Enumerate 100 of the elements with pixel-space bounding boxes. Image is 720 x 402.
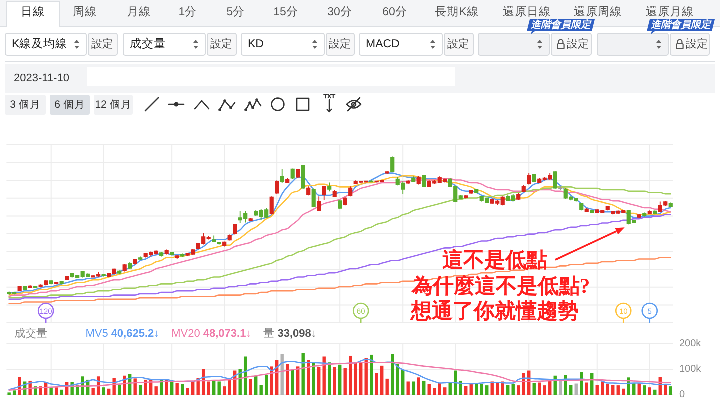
candlestick: [590, 210, 594, 214]
candlestick: [642, 212, 647, 218]
text: 還原月線: [646, 6, 694, 18]
candlestick: [348, 186, 353, 198]
text: 進階會員限定: [650, 19, 712, 31]
candlestick: [275, 180, 280, 194]
bar: [154, 386, 158, 395]
bar: [338, 364, 342, 395]
bar: [207, 382, 210, 395]
candlestick: [301, 164, 306, 190]
candlestick: [385, 170, 390, 174]
candlestick: [270, 196, 274, 216]
candlestick: [180, 253, 185, 258]
bar: [102, 388, 106, 395]
bar: [543, 386, 546, 395]
text: MACD: [366, 38, 400, 50]
candlestick: [422, 174, 426, 188]
text: 33,098↓: [278, 328, 317, 340]
bar: [318, 367, 321, 395]
candlestick: [296, 168, 300, 178]
candlestick: [118, 270, 122, 274]
bar: [60, 390, 64, 395]
bar: [176, 383, 179, 395]
bar: [486, 386, 489, 395]
candlestick: [160, 252, 164, 258]
candlestick: [217, 242, 222, 246]
bar: [380, 366, 384, 395]
bar: [538, 382, 542, 395]
candlestick: [306, 186, 311, 196]
candlestick: [328, 182, 332, 192]
bar: [506, 385, 510, 395]
text: 3 個月: [10, 99, 41, 111]
bar: [270, 366, 274, 395]
candlestick: [416, 176, 421, 186]
bar: [302, 353, 305, 395]
bar: [222, 386, 226, 395]
text: 設定: [686, 38, 708, 50]
candlestick: [170, 252, 174, 256]
bar: [360, 362, 363, 395]
bar: [144, 380, 148, 395]
bar: [180, 384, 184, 395]
candlestick: [164, 249, 169, 256]
text: 60分: [382, 6, 408, 18]
y-tick-label: 0: [680, 390, 686, 400]
text: 設定: [448, 38, 470, 50]
bar: [264, 375, 268, 395]
bar: [138, 385, 142, 395]
bar: [548, 380, 552, 395]
candlestick: [60, 280, 64, 286]
candlestick: [128, 262, 132, 270]
candlestick: [23, 286, 28, 291]
candlestick: [18, 286, 22, 292]
bar: [218, 382, 221, 395]
candlestick: [248, 218, 253, 222]
candlestick: [558, 186, 563, 190]
bar: [512, 384, 515, 395]
text: 想通了你就懂趨勢: [410, 299, 579, 323]
candlestick: [122, 264, 127, 272]
bar: [654, 390, 657, 395]
bar: [212, 380, 216, 395]
candlestick: [637, 213, 642, 219]
chart-title: 成交量: [14, 327, 48, 340]
annotation: 為什麼這不是低點?: [410, 274, 590, 298]
candlestick: [212, 235, 216, 243]
bar: [428, 384, 431, 395]
bar: [280, 354, 284, 395]
y-tick-label: 200k: [680, 338, 702, 350]
text: 月線: [127, 6, 151, 18]
text: 設定: [329, 38, 351, 50]
candlestick: [584, 208, 589, 213]
bar: [480, 384, 484, 395]
candlestick: [228, 234, 232, 242]
bar: [622, 388, 626, 395]
text: 長期K線: [435, 6, 479, 18]
candlestick: [469, 190, 474, 194]
text: 12 個月: [95, 99, 132, 111]
candlestick: [580, 202, 584, 212]
bar: [402, 370, 405, 395]
candlestick: [322, 186, 326, 200]
candlestick: [653, 210, 658, 216]
bar: [386, 378, 389, 395]
bar: [616, 386, 620, 395]
candlestick: [102, 274, 106, 278]
candlestick: [532, 174, 536, 183]
candlestick: [65, 276, 70, 281]
text: 設定: [567, 38, 589, 50]
candlestick: [222, 241, 227, 248]
candlestick: [138, 256, 143, 261]
text: 周線: [73, 6, 97, 18]
annotation: 這不是低點: [442, 248, 548, 272]
text: 成交量: [130, 36, 166, 50]
text: 15分: [274, 6, 298, 18]
bar: [296, 366, 300, 395]
bar: [322, 356, 326, 395]
candlestick: [28, 284, 32, 289]
series-label: 量: [264, 328, 275, 340]
bar: [118, 385, 122, 395]
bar: [669, 386, 672, 395]
candlestick: [668, 202, 673, 208]
bar: [50, 388, 53, 395]
